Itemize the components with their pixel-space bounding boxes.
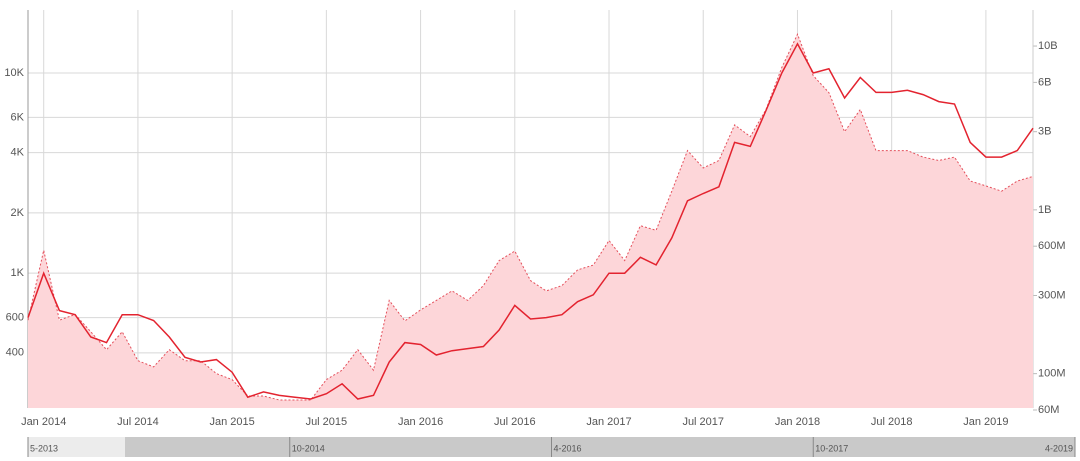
navigator: 5-2013 10-2014 4-2016 10-2017 4-2019 [27, 437, 1076, 457]
y-tick-label: 400 [6, 347, 24, 359]
x-tick-label: Jul 2017 [682, 416, 724, 428]
y2-tick-label: 100M [1038, 368, 1066, 380]
y2-tick-label: 3B [1038, 126, 1051, 138]
y-tick-label: 600 [6, 311, 24, 323]
y2-tick-label: 10B [1038, 40, 1058, 52]
y-tick-label: 4K [11, 147, 25, 159]
navigator-selection[interactable] [125, 437, 1075, 457]
x-tick-label: Jan 2016 [398, 416, 443, 428]
y2-tick-label: 600M [1038, 240, 1066, 252]
y-tick-label: 1K [11, 267, 25, 279]
x-tick-label: Jul 2014 [117, 416, 159, 428]
y-tick-label: 2K [11, 207, 25, 219]
navigator-label: 10-2017 [815, 443, 848, 453]
x-tick-label: Jan 2014 [21, 416, 66, 428]
navigator-label: 4-2019 [1045, 443, 1073, 453]
navigator-label: 10-2014 [292, 443, 325, 453]
y-tick-label: 6K [11, 111, 25, 123]
x-tick-label: Jul 2016 [494, 416, 536, 428]
y2-tick-label: 6B [1038, 76, 1051, 88]
navigator-label: 4-2016 [554, 443, 582, 453]
area [28, 34, 1033, 409]
y2-tick-label: 1B [1038, 204, 1051, 216]
y-tick-label: 10K [4, 67, 24, 79]
x-tick-label: Jul 2015 [306, 416, 348, 428]
x-tick-label: Jan 2017 [586, 416, 631, 428]
y2-tick-label: 60M [1038, 404, 1059, 416]
x-tick-label: Jan 2015 [210, 416, 255, 428]
x-tick-label: Jan 2019 [963, 416, 1008, 428]
navigator-label: 5-2013 [30, 443, 58, 453]
x-tick-label: Jul 2018 [871, 416, 913, 428]
x-tick-label: Jan 2018 [775, 416, 820, 428]
y2-tick-label: 300M [1038, 289, 1066, 301]
line [27, 42, 1034, 400]
